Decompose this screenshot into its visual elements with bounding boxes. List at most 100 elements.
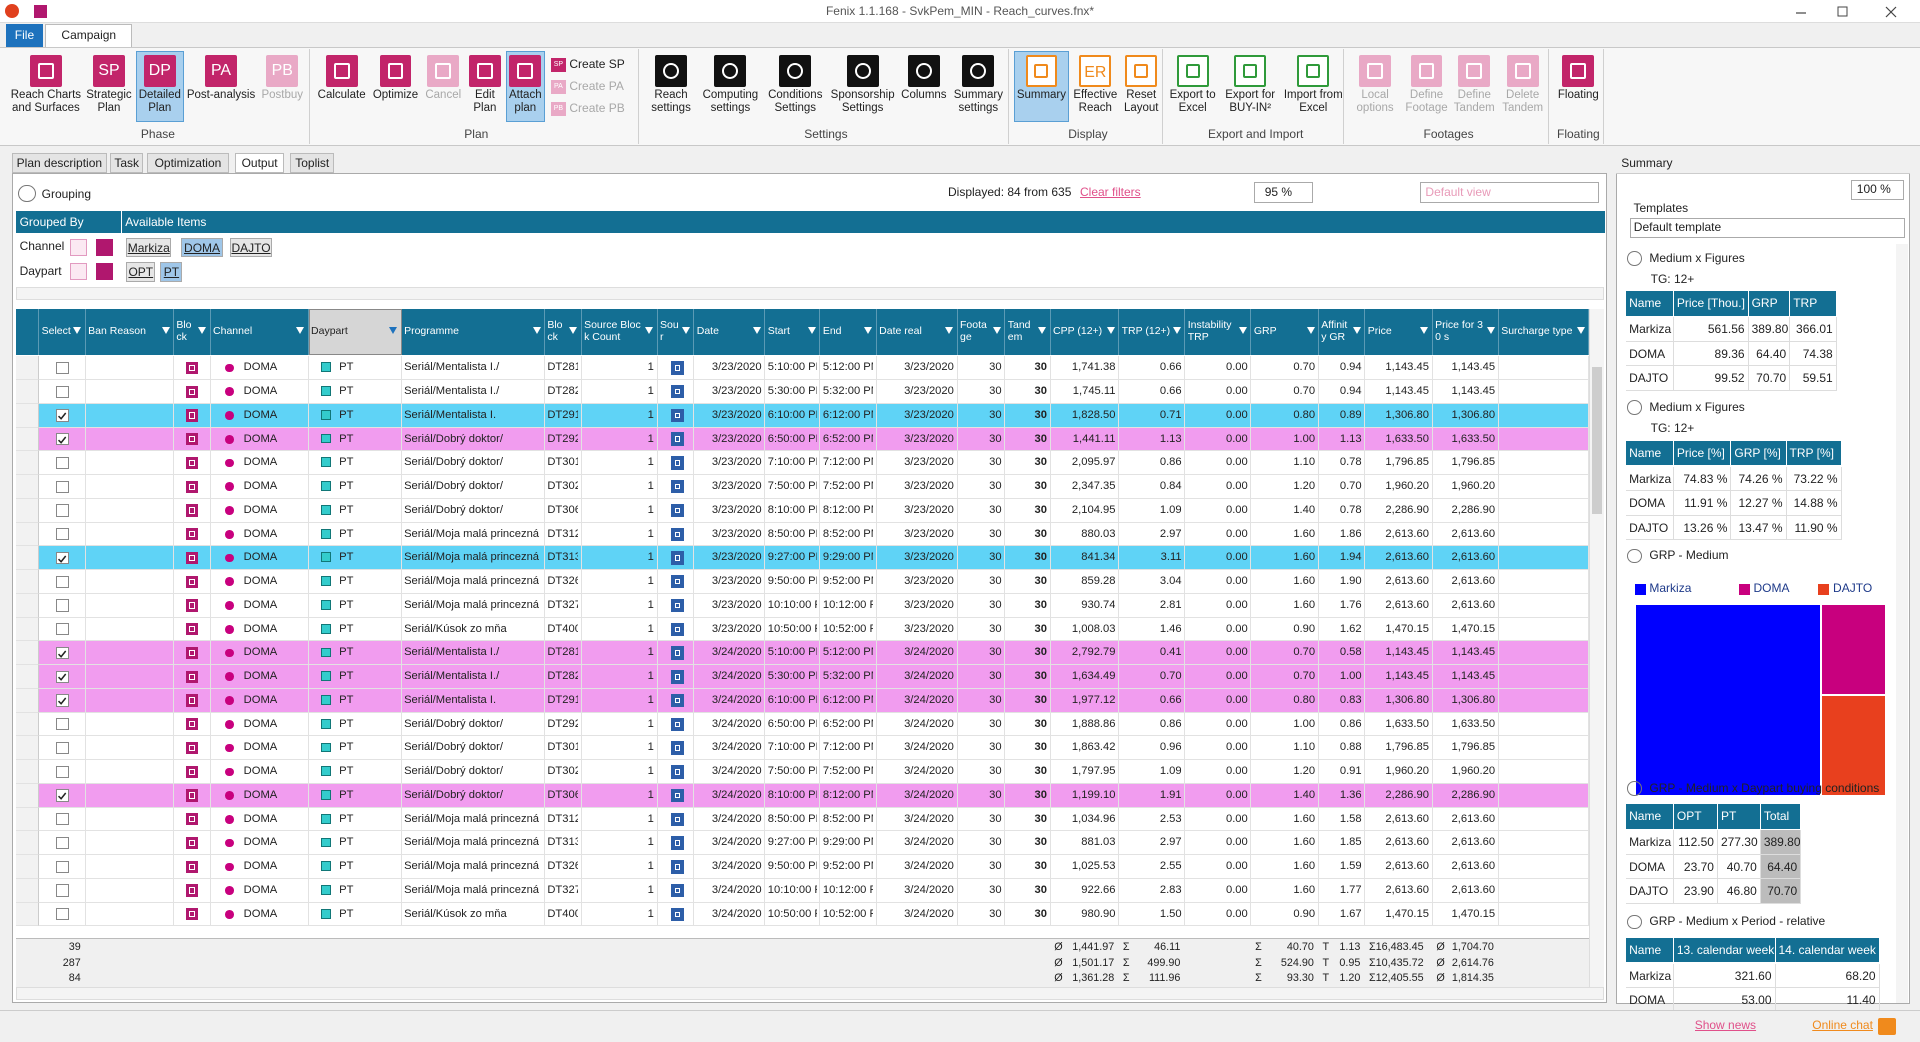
row-checkbox[interactable] xyxy=(56,575,69,588)
section-toggle[interactable] xyxy=(1627,781,1643,796)
column-header[interactable]: Daypart xyxy=(311,325,348,338)
row-checkbox[interactable] xyxy=(56,646,69,660)
column-header[interactable]: Surcharge type xyxy=(1501,325,1573,338)
row-checkbox[interactable] xyxy=(56,599,69,612)
button-label[interactable]: Conditions Settings xyxy=(768,89,823,114)
tab[interactable]: Task xyxy=(110,153,144,173)
filter-icon[interactable] xyxy=(296,326,305,334)
menu-tab[interactable]: Campaign xyxy=(45,24,133,47)
group-settings[interactable] xyxy=(69,238,87,256)
column-header[interactable]: Sour xyxy=(660,319,679,343)
filter-icon[interactable] xyxy=(1420,326,1429,334)
column-header[interactable]: Date real xyxy=(879,325,922,338)
column-header[interactable]: Footage xyxy=(960,319,987,343)
row-checkbox[interactable] xyxy=(56,836,69,850)
row-checkbox[interactable] xyxy=(56,456,69,470)
filter-icon[interactable] xyxy=(1577,326,1586,334)
tab[interactable]: Optimization xyxy=(146,153,229,173)
ribbon-button[interactable] xyxy=(1013,51,1069,123)
group-chip[interactable]: DAJTO xyxy=(230,237,272,258)
row-checkbox[interactable] xyxy=(56,409,69,422)
button-label[interactable]: Effective Reach xyxy=(1073,89,1118,114)
filter-icon[interactable] xyxy=(1038,326,1047,334)
filter-icon[interactable] xyxy=(389,326,398,334)
column-header[interactable]: Programme xyxy=(404,325,459,338)
button-label[interactable]: Reach Charts and Surfaces xyxy=(10,89,82,114)
column-header[interactable]: TRP (12+) xyxy=(1121,325,1171,338)
row-checkbox[interactable] xyxy=(56,623,69,636)
button-label[interactable]: Export for BUY-IN² xyxy=(1225,89,1276,114)
section-toggle[interactable] xyxy=(1627,251,1643,266)
section-toggle[interactable] xyxy=(1627,400,1643,416)
zoom-box[interactable]: 95 % xyxy=(1253,182,1313,204)
button-label[interactable]: Floating xyxy=(1557,89,1599,102)
group-remove[interactable] xyxy=(95,238,113,256)
clear-filters-link[interactable]: Clear filters xyxy=(1080,185,1141,200)
row-checkbox[interactable] xyxy=(56,741,69,755)
button-label[interactable]: Reset Layout xyxy=(1123,89,1159,114)
row-checkbox[interactable] xyxy=(56,908,69,921)
button-label[interactable]: Attach plan xyxy=(508,89,542,114)
row-checkbox[interactable] xyxy=(56,670,69,683)
filter-icon[interactable] xyxy=(645,326,654,334)
filter-icon[interactable] xyxy=(993,326,1002,334)
column-header[interactable]: Start xyxy=(767,325,790,338)
row-checkbox[interactable] xyxy=(56,694,69,707)
group-chip[interactable]: OPT xyxy=(126,262,156,282)
filter-icon[interactable] xyxy=(73,326,82,334)
row-checkbox[interactable] xyxy=(56,813,69,826)
row-checkbox[interactable] xyxy=(56,765,69,778)
tab[interactable]: Output xyxy=(235,153,285,173)
column-header[interactable]: Price for 30 s xyxy=(1435,319,1483,343)
filter-icon[interactable] xyxy=(1106,326,1115,334)
filter-icon[interactable] xyxy=(945,326,954,334)
filter-icon[interactable] xyxy=(532,326,541,334)
column-header[interactable]: Block xyxy=(176,319,192,343)
column-header[interactable]: GRP xyxy=(1253,325,1277,338)
row-checkbox[interactable] xyxy=(56,433,69,446)
group-chip[interactable]: Markiza xyxy=(126,237,172,258)
row-checkbox[interactable] xyxy=(56,528,69,541)
row-checkbox[interactable] xyxy=(56,385,69,398)
section-toggle[interactable] xyxy=(1627,548,1643,564)
column-header[interactable]: Date xyxy=(696,325,719,338)
filter-icon[interactable] xyxy=(682,326,691,334)
column-header[interactable]: Select xyxy=(41,325,71,338)
group-settings[interactable] xyxy=(69,263,87,281)
filter-icon[interactable] xyxy=(569,326,578,334)
row-checkbox[interactable] xyxy=(56,884,69,897)
filter-icon[interactable] xyxy=(753,326,762,334)
row-checkbox[interactable] xyxy=(56,504,69,517)
online-chat-link[interactable]: Online chat xyxy=(1812,1018,1873,1033)
button-label[interactable]: Create PA xyxy=(569,79,624,94)
button-label[interactable]: Post-analysis xyxy=(186,89,256,102)
group-remove[interactable] xyxy=(95,263,113,281)
button-label[interactable]: Import from Excel xyxy=(1283,89,1343,114)
filter-icon[interactable] xyxy=(864,326,873,334)
column-header[interactable]: Ban Reason xyxy=(88,325,146,338)
filter-icon[interactable] xyxy=(198,326,207,334)
summary-zoom[interactable]: 100 % xyxy=(1851,180,1905,200)
button-label[interactable]: Create SP xyxy=(569,57,625,72)
menu-tab[interactable]: File xyxy=(6,24,43,47)
row-checkbox[interactable] xyxy=(56,718,69,731)
row-checkbox[interactable] xyxy=(56,480,69,493)
tab[interactable]: Toplist xyxy=(290,153,335,173)
column-header[interactable]: Block xyxy=(547,319,563,343)
group-chip[interactable]: PT xyxy=(160,262,183,282)
button-label[interactable]: Sponsorship Settings xyxy=(830,89,895,114)
filter-icon[interactable] xyxy=(808,326,817,334)
column-header[interactable]: End xyxy=(822,325,842,338)
button-label[interactable]: Edit Plan xyxy=(473,89,497,114)
filter-icon[interactable] xyxy=(161,326,170,334)
row-checkbox[interactable] xyxy=(56,860,69,873)
button-label[interactable]: Summary settings xyxy=(953,89,1003,114)
button-label[interactable]: Summary xyxy=(1016,89,1067,102)
button-label[interactable]: Cancel xyxy=(425,89,462,102)
button-label[interactable]: Optimize xyxy=(372,89,419,102)
column-header[interactable]: Affinity GR xyxy=(1321,319,1348,343)
button-label[interactable]: Reach settings xyxy=(651,89,691,114)
column-header[interactable]: CPP (12+) xyxy=(1053,325,1103,338)
row-checkbox[interactable] xyxy=(56,789,69,802)
column-header[interactable]: Instability TRP xyxy=(1187,319,1232,343)
